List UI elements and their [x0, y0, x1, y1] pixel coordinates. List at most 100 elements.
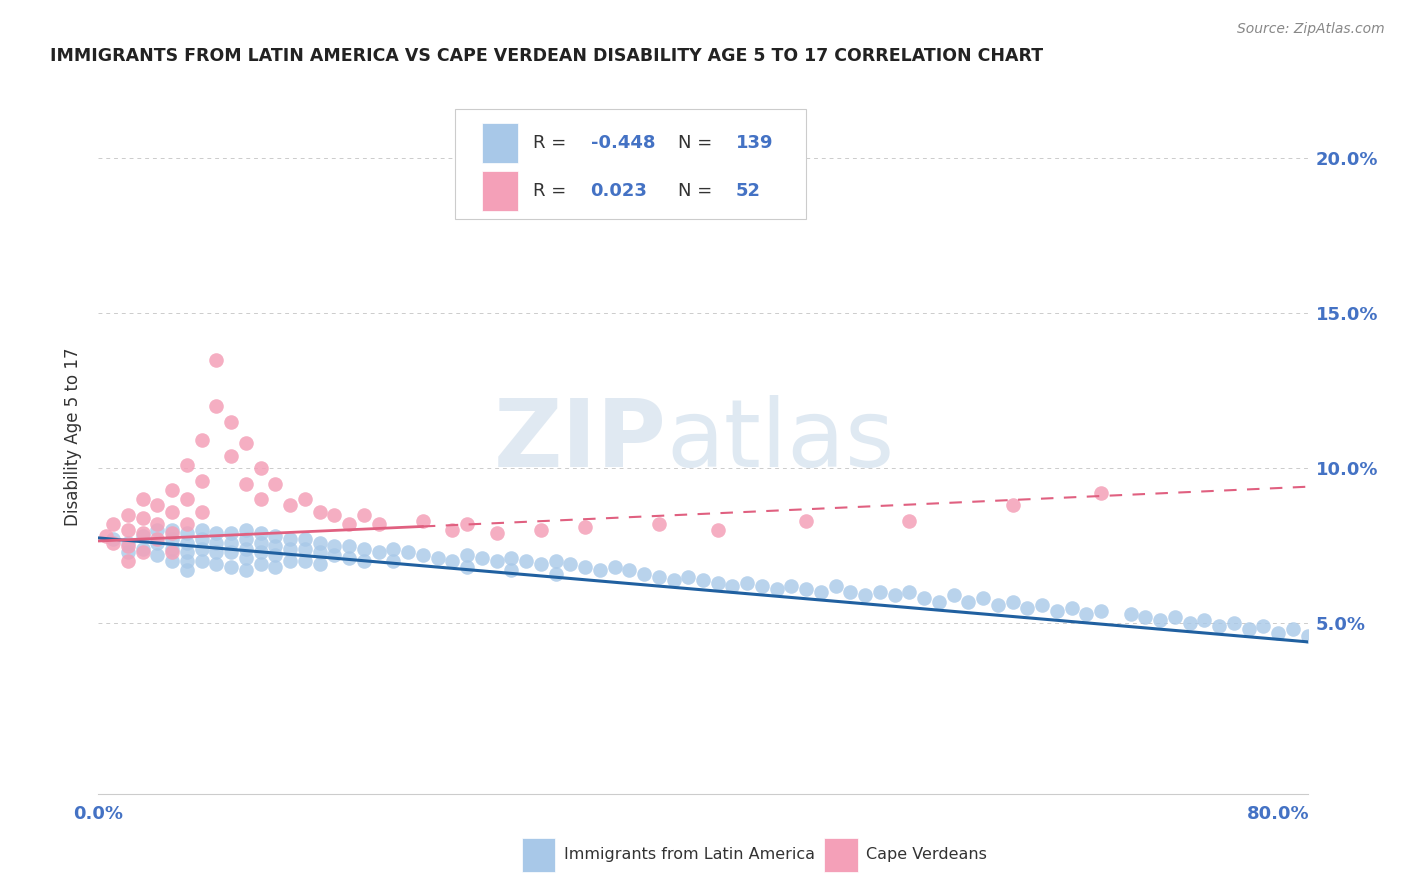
Point: [190, 504, 212, 518]
Text: 0.023: 0.023: [591, 182, 647, 200]
Point: [337, 516, 360, 531]
Point: [249, 526, 271, 541]
Point: [1031, 598, 1053, 612]
Point: [765, 582, 787, 596]
Point: [574, 560, 596, 574]
Point: [456, 516, 478, 531]
Point: [1253, 619, 1275, 633]
Point: [176, 554, 198, 568]
Point: [323, 548, 346, 562]
Point: [972, 591, 994, 606]
Text: N =: N =: [678, 182, 717, 200]
Point: [205, 352, 228, 367]
Point: [544, 566, 567, 581]
Point: [278, 554, 301, 568]
Text: Cape Verdeans: Cape Verdeans: [866, 847, 987, 862]
Point: [101, 516, 124, 531]
Point: [353, 541, 375, 556]
Point: [839, 585, 862, 599]
Point: [146, 535, 169, 549]
Point: [1178, 616, 1201, 631]
Point: [589, 564, 612, 578]
Point: [205, 558, 228, 572]
Point: [308, 558, 330, 572]
Point: [131, 529, 153, 543]
Point: [1310, 625, 1333, 640]
Point: [219, 526, 242, 541]
Text: R =: R =: [533, 182, 571, 200]
Point: [205, 399, 228, 413]
Point: [780, 579, 803, 593]
Point: [367, 545, 389, 559]
Point: [264, 560, 287, 574]
Y-axis label: Disability Age 5 to 17: Disability Age 5 to 17: [65, 348, 83, 526]
Point: [1135, 610, 1157, 624]
Point: [308, 535, 330, 549]
Point: [146, 548, 169, 562]
Point: [278, 499, 301, 513]
FancyBboxPatch shape: [456, 109, 806, 219]
Point: [382, 554, 405, 568]
Point: [294, 554, 316, 568]
Point: [264, 548, 287, 562]
Point: [235, 551, 257, 566]
Point: [101, 535, 124, 549]
Point: [190, 554, 212, 568]
Point: [323, 508, 346, 522]
Point: [1208, 619, 1230, 633]
Point: [367, 516, 389, 531]
Point: [101, 533, 124, 547]
Point: [235, 476, 257, 491]
Point: [117, 545, 139, 559]
Point: [235, 523, 257, 537]
Point: [308, 545, 330, 559]
Point: [853, 588, 876, 602]
Point: [160, 523, 183, 537]
Point: [176, 526, 198, 541]
Point: [794, 582, 817, 596]
Point: [1060, 600, 1083, 615]
Point: [574, 520, 596, 534]
Point: [235, 541, 257, 556]
Point: [1385, 638, 1406, 652]
Point: [160, 504, 183, 518]
Point: [294, 541, 316, 556]
Point: [146, 523, 169, 537]
Point: [235, 564, 257, 578]
Point: [1090, 604, 1112, 618]
Point: [501, 564, 523, 578]
Text: atlas: atlas: [666, 394, 896, 487]
FancyBboxPatch shape: [482, 171, 517, 211]
Point: [219, 545, 242, 559]
Point: [219, 535, 242, 549]
Point: [382, 541, 405, 556]
Point: [249, 535, 271, 549]
Point: [219, 449, 242, 463]
Point: [456, 548, 478, 562]
Point: [160, 541, 183, 556]
Point: [1164, 610, 1187, 624]
Point: [249, 558, 271, 572]
Text: IMMIGRANTS FROM LATIN AMERICA VS CAPE VERDEAN DISABILITY AGE 5 TO 17 CORRELATION: IMMIGRANTS FROM LATIN AMERICA VS CAPE VE…: [51, 47, 1043, 65]
Point: [278, 533, 301, 547]
Point: [619, 564, 641, 578]
Point: [131, 510, 153, 524]
Point: [898, 514, 921, 528]
Point: [987, 598, 1010, 612]
Point: [810, 585, 832, 599]
Point: [131, 541, 153, 556]
Point: [249, 461, 271, 475]
Point: [530, 558, 553, 572]
Point: [1282, 623, 1305, 637]
Point: [219, 560, 242, 574]
Point: [1149, 613, 1171, 627]
Point: [1194, 613, 1216, 627]
Point: [249, 545, 271, 559]
Point: [117, 508, 139, 522]
Point: [160, 526, 183, 541]
Point: [471, 551, 494, 566]
Point: [1326, 632, 1348, 646]
Point: [928, 594, 950, 608]
Point: [205, 535, 228, 549]
Point: [176, 535, 198, 549]
